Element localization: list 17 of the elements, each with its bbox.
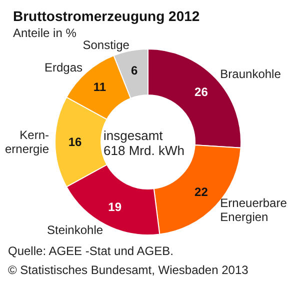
data-label: 11 — [93, 80, 106, 94]
slice-label: Steinkohle — [47, 223, 104, 238]
text: insgesamt 618 Mrd. kWh — [104, 128, 184, 158]
slice-label: Erneuerbare Energien — [220, 196, 288, 224]
slice-label: Sonstige — [82, 38, 130, 52]
data-label: 16 — [68, 135, 82, 149]
data-label: 19 — [108, 200, 122, 214]
slice-label: Braunkohle — [220, 67, 282, 82]
chart-title: Bruttostromerzeugung 2012 — [13, 8, 200, 24]
data-label: 26 — [194, 85, 208, 100]
slice-label: Erdgas — [44, 60, 83, 75]
data-label: 6 — [130, 63, 138, 78]
slice-label: Kern- ernergie — [4, 128, 50, 156]
source-note: Quelle: AGEE -Stat und AGEB. — [8, 244, 174, 258]
data-label: 22 — [194, 184, 208, 199]
text: © Statistisches Bundesamt, Wiesbaden 2013 — [8, 263, 249, 277]
chart-subtitle: Anteile in % — [13, 26, 77, 40]
